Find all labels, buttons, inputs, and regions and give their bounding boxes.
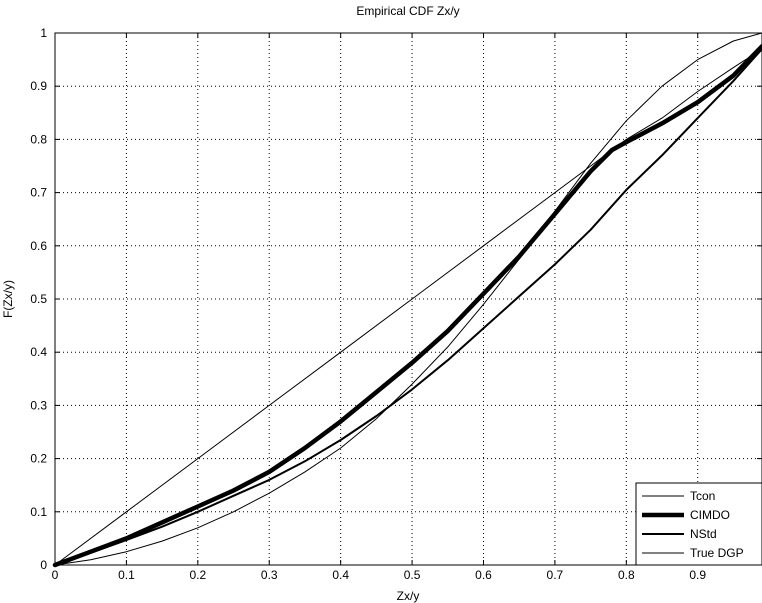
y-tick-label: 0.9 bbox=[30, 79, 47, 93]
series-layer bbox=[52, 32, 762, 568]
x-tick-label: 0.5 bbox=[404, 568, 421, 582]
grid bbox=[55, 33, 762, 565]
x-tick-label: 0.9 bbox=[689, 568, 706, 582]
y-axis-label: F(Zx/y) bbox=[1, 280, 15, 318]
series-line-true-dgp bbox=[54, 32, 762, 566]
x-axis-label: Zx/y bbox=[397, 589, 420, 603]
chart-title: Empirical CDF Zx/y bbox=[356, 4, 459, 18]
x-tick-label: 0 bbox=[52, 568, 59, 582]
x-tick-labels: 0 0.1 0.2 0.3 0.4 0.5 0.6 0.7 0.8 0.9 bbox=[52, 568, 707, 582]
legend-box bbox=[635, 482, 762, 566]
y-tick-label: 0.2 bbox=[30, 452, 47, 466]
x-tick-label: 0.7 bbox=[547, 568, 564, 582]
legend-label-true-dgp: True DGP bbox=[690, 546, 744, 560]
legend-label-cimdo: CIMDO bbox=[690, 508, 730, 522]
series-line-cimdo bbox=[52, 44, 762, 568]
plot-background bbox=[55, 33, 762, 565]
plot-area bbox=[52, 32, 762, 568]
y-tick-label: 0.6 bbox=[30, 239, 47, 253]
y-tick-label: 0.4 bbox=[30, 345, 47, 359]
y-tick-label: 0 bbox=[40, 558, 47, 572]
legend-label-tcon: Tcon bbox=[690, 489, 715, 503]
x-tick-label: 0.8 bbox=[618, 568, 635, 582]
y-tick-label: 0.1 bbox=[30, 505, 47, 519]
legend: Tcon CIMDO NStd True DGP bbox=[635, 482, 762, 566]
y-tick-label: 1 bbox=[40, 26, 47, 40]
y-tick-label: 0.8 bbox=[30, 132, 47, 146]
series-line-nstd bbox=[54, 48, 762, 566]
x-tick-label: 0.4 bbox=[332, 568, 349, 582]
y-tick-label: 0.5 bbox=[30, 292, 47, 306]
x-tick-label: 0.3 bbox=[261, 568, 278, 582]
y-tick-labels: 0 0.1 0.2 0.3 0.4 0.5 0.6 0.7 0.8 0.9 1 bbox=[30, 26, 47, 572]
legend-label-nstd: NStd bbox=[690, 527, 717, 541]
series-line-tcon bbox=[54, 48, 762, 566]
x-tick-label: 0.2 bbox=[189, 568, 206, 582]
y-tick-label: 0.7 bbox=[30, 186, 47, 200]
x-tick-label: 0.6 bbox=[475, 568, 492, 582]
y-tick-label: 0.3 bbox=[30, 398, 47, 412]
x-tick-label: 0.1 bbox=[118, 568, 135, 582]
